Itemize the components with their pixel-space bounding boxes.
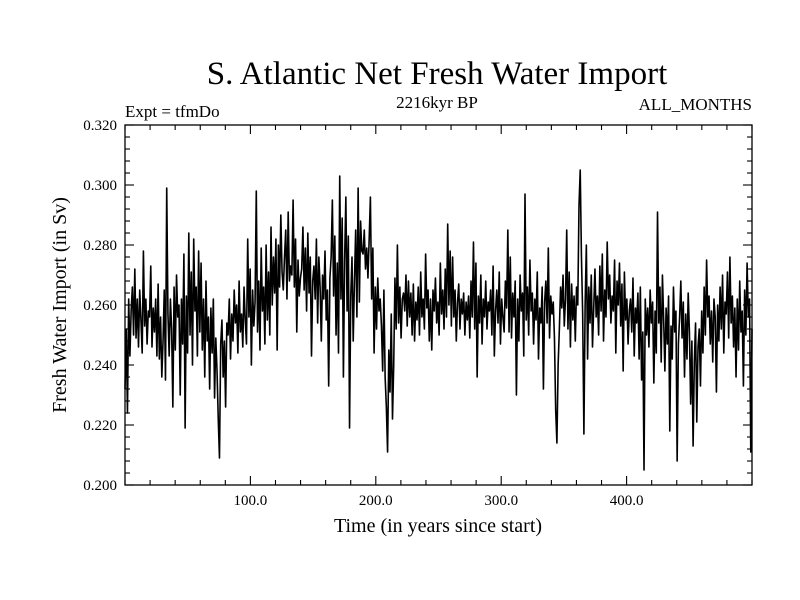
chart-subtitle-period: 2216kyr BP	[396, 93, 478, 112]
x-axis-label: Time (in years since start)	[334, 515, 542, 537]
x-tick-label: 300.0	[484, 493, 518, 509]
y-tick-label: 0.260	[83, 298, 117, 314]
y-tick-label: 0.200	[83, 478, 117, 494]
chart-subtitle-months: ALL_MONTHS	[639, 95, 752, 114]
y-tick-label: 0.220	[83, 418, 117, 434]
y-tick-label: 0.300	[83, 178, 117, 194]
x-tick-label: 400.0	[610, 493, 644, 509]
x-tick-label: 200.0	[359, 493, 393, 509]
chart-title: S. Atlantic Net Fresh Water Import	[207, 56, 668, 92]
plot-frame	[124, 124, 753, 486]
y-axis-label: Fresh Water Import (in Sv)	[49, 197, 71, 413]
y-tick-label: 0.240	[83, 358, 117, 374]
x-tick-label: 100.0	[234, 493, 268, 509]
y-tick-label: 0.280	[83, 238, 117, 254]
series-line-fresh-water-import	[124, 169, 753, 471]
chart-subtitle-experiment: Expt = tfmDo	[125, 102, 220, 121]
y-tick-label: 0.320	[83, 118, 117, 134]
